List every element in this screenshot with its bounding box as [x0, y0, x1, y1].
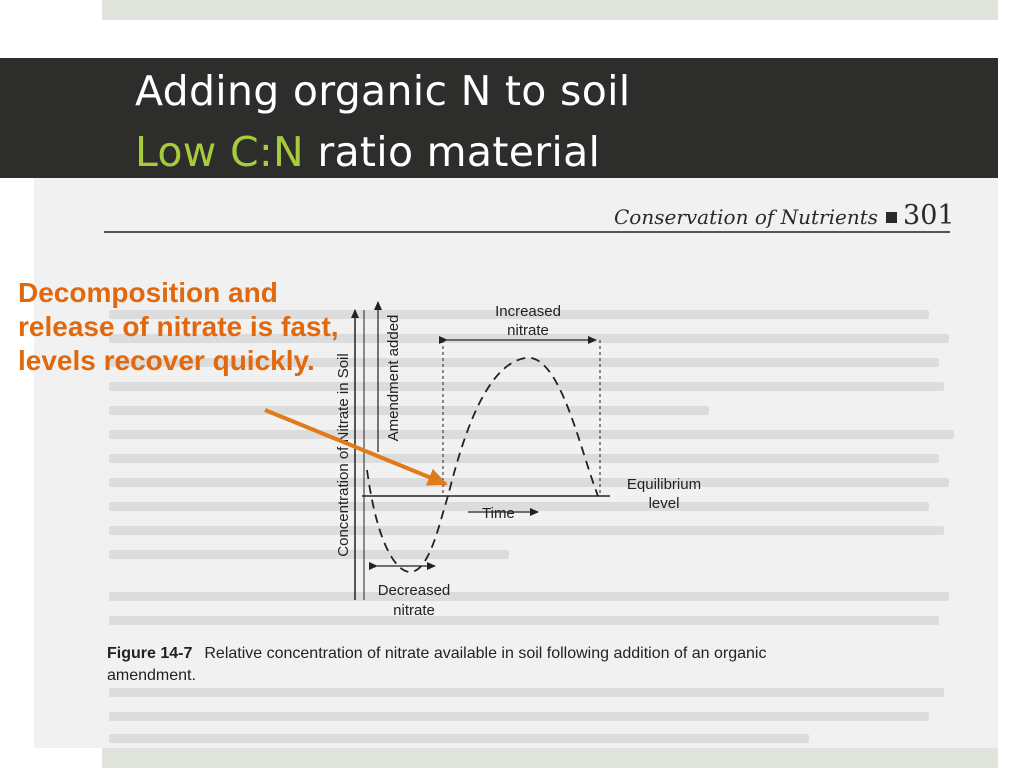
scan-header-rule: [104, 231, 950, 233]
scan-running-header: Conservation of Nutrients 301: [614, 200, 955, 231]
figure-caption-line1: Figure 14-7 Relative concentration of nit…: [107, 645, 766, 662]
time-label: Time: [482, 505, 515, 522]
bleed-text-line: [109, 406, 709, 415]
bleed-text-line: [109, 592, 949, 601]
subtitle-accent-text: Low C:N: [135, 128, 304, 176]
figure-caption-line2: amendment.: [107, 667, 196, 684]
callout-pointer-arrow: [264, 408, 448, 486]
bleed-text-line: [109, 382, 944, 391]
increased-label-line2: nitrate: [507, 322, 549, 339]
bleed-text-line: [109, 526, 944, 535]
caption-figure-number: Figure 14-7: [107, 645, 192, 662]
bleed-text-line: [109, 358, 939, 367]
increased-label-line1: Increased: [495, 303, 561, 320]
scan-header-text: Conservation of Nutrients: [614, 205, 879, 229]
amendment-label: Amendment added: [385, 315, 402, 442]
bleed-text-line: [109, 454, 939, 463]
header-square-icon: [886, 212, 898, 223]
bleed-text-line: [109, 430, 954, 439]
slide-title: Adding organic N to soil: [135, 67, 631, 115]
bleed-text-line: [109, 688, 944, 697]
title-band: Adding organic N to soil Low C:N ratio m…: [0, 58, 998, 178]
decreased-label-line1: Decreased: [378, 582, 451, 599]
bottom-accent-bar: [102, 748, 998, 768]
bleed-text-line: [109, 734, 809, 743]
bleed-text-line: [109, 478, 949, 487]
slide-subtitle: Low C:N ratio material: [135, 132, 600, 173]
bleed-text-line: [109, 550, 509, 559]
equilibrium-label-line1: Equilibrium: [627, 476, 701, 493]
top-accent-bar: [102, 0, 998, 20]
subtitle-rest-text: ratio material: [303, 128, 601, 176]
scanned-textbook-page: Conservation of Nutrients 301: [34, 178, 998, 748]
scan-page-number: 301: [903, 200, 955, 231]
caption-text: Relative concentration of nitrate availa…: [204, 645, 766, 662]
decreased-label-line2: nitrate: [393, 602, 435, 619]
bleed-text-line: [109, 502, 929, 511]
bleed-text-line: [109, 616, 939, 625]
y-axis-label: Concentration of Nitrate in Soil: [335, 353, 352, 556]
equilibrium-label-line2: level: [649, 495, 680, 512]
callout-text: Decomposition and release of nitrate is …: [18, 277, 339, 376]
bleed-text-line: [109, 310, 929, 319]
nitrate-curve: [366, 357, 599, 573]
bleed-text-line: [109, 712, 929, 721]
